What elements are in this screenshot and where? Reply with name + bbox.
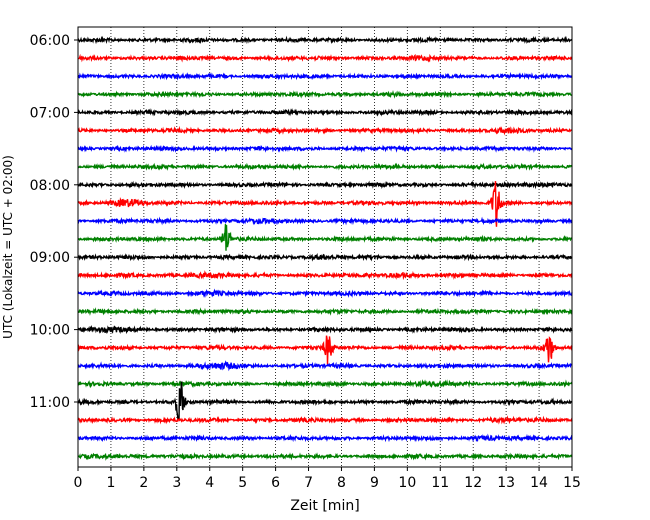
seismic-trace <box>77 35 573 45</box>
seismic-trace <box>77 181 573 227</box>
x-tick-label: 5 <box>238 475 247 491</box>
seismic-trace <box>77 89 573 99</box>
y-tick-label: 08:00 <box>30 178 70 194</box>
x-tick-label: 12 <box>464 475 482 491</box>
x-tick-label: 11 <box>431 475 449 491</box>
seismic-trace <box>77 379 573 389</box>
seismic-trace <box>77 415 573 425</box>
seismic-trace <box>77 381 573 421</box>
x-tick-label: 4 <box>205 475 214 491</box>
trace-layer <box>77 35 573 461</box>
x-tick-label: 6 <box>271 475 280 491</box>
x-tick-label: 7 <box>304 475 313 491</box>
seismic-trace <box>77 71 573 81</box>
seismic-trace <box>77 324 573 335</box>
y-tick-label: 06:00 <box>30 33 70 49</box>
x-tick-label: 0 <box>74 475 83 491</box>
x-tick-label: 8 <box>337 475 346 491</box>
y-axis-ticks: 06:00 07:00 08:00 09:00 10:00 11:00 <box>30 33 78 411</box>
seismic-trace <box>77 144 573 153</box>
x-tick-label: 15 <box>563 475 581 491</box>
seismic-trace <box>77 180 573 190</box>
seismic-trace <box>77 53 573 63</box>
plot-frame <box>77 26 573 468</box>
y-axis-label: UTC (Lokalzeit = UTC + 02:00) <box>1 155 15 339</box>
x-tick-label: 10 <box>398 475 416 491</box>
seismic-trace <box>77 335 573 365</box>
seismic-trace <box>77 433 573 443</box>
x-tick-label: 9 <box>370 475 379 491</box>
seismic-trace <box>77 452 573 461</box>
seismic-trace <box>77 224 573 251</box>
seismic-trace <box>77 252 573 262</box>
seismic-trace <box>77 360 573 372</box>
x-axis-ticks: 0 1 2 3 4 5 6 7 8 9 10 11 12 13 14 15 <box>74 467 581 491</box>
seismic-trace <box>77 162 573 171</box>
seismic-trace <box>77 216 573 226</box>
seismic-trace <box>77 107 573 117</box>
seismic-trace <box>77 288 573 298</box>
x-tick-label: 13 <box>497 475 515 491</box>
seismic-trace <box>77 307 573 316</box>
y-tick-label: 10:00 <box>30 323 70 339</box>
x-tick-label: 14 <box>530 475 548 491</box>
x-axis-label: Zeit [min] <box>290 498 359 514</box>
x-tick-label: 1 <box>106 475 115 491</box>
y-tick-label: 09:00 <box>30 250 70 266</box>
x-tick-label: 3 <box>172 475 181 491</box>
x-tick-label: 2 <box>139 475 148 491</box>
y-tick-label: 07:00 <box>30 105 70 121</box>
grid-layer <box>110 27 540 467</box>
y-tick-label: 11:00 <box>30 395 70 411</box>
seismic-trace <box>77 125 573 136</box>
seismic-trace <box>77 270 573 281</box>
